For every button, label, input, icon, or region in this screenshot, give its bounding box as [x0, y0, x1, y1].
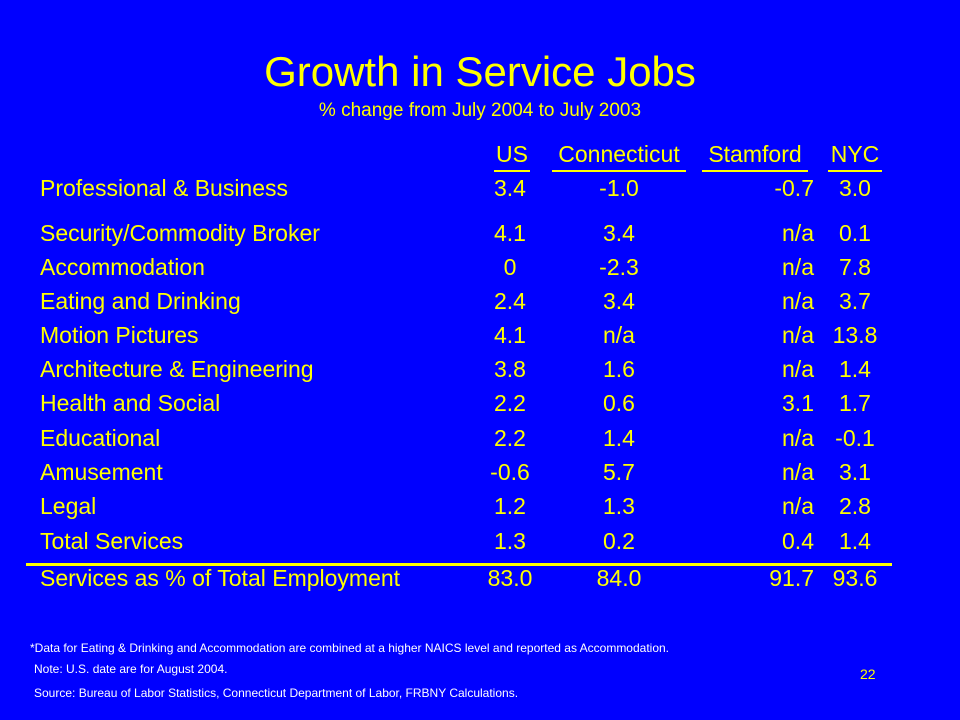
page-number: 22: [860, 666, 876, 682]
total-divider: [26, 563, 892, 566]
row-label: Amusement: [40, 459, 163, 485]
us-value: 3.8: [494, 356, 526, 382]
row-label: Eating and Drinking: [40, 288, 241, 314]
connecticut-value: -2.3: [599, 254, 639, 280]
nyc-value: 2.8: [839, 493, 871, 519]
row-label: Accommodation: [40, 254, 205, 280]
connecticut-value: 1.3: [603, 493, 635, 519]
stamford-value: 0.4: [782, 528, 814, 554]
table-row: Eating and Drinking 2.4 3.4 n/a 3.7: [0, 284, 960, 318]
slide-title: Growth in Service Jobs: [264, 48, 696, 95]
us-value: 1.3: [494, 528, 526, 554]
row-label: Educational: [40, 425, 161, 451]
nyc-value: 1.4: [839, 528, 871, 554]
nyc-value: 7.8: [839, 254, 871, 280]
us-value: 2.2: [494, 425, 526, 451]
table-row: Accommodation 0 -2.3 n/a 7.8: [0, 250, 960, 284]
us-value: 3.4: [494, 175, 526, 201]
stamford-value: n/a: [782, 220, 814, 246]
column-header-stamford: Stamford: [702, 138, 808, 172]
nyc-value: 1.4: [839, 356, 871, 382]
us-value: 4.1: [494, 322, 526, 348]
column-header-us: US: [494, 138, 530, 172]
column-header-connecticut: Connecticut: [552, 138, 686, 172]
source-note: Source: Bureau of Labor Statistics, Conn…: [34, 686, 519, 700]
nyc-value: 1.7: [839, 390, 871, 416]
connecticut-value: 5.7: [603, 459, 635, 485]
us-value: 2.4: [494, 288, 526, 314]
us-value: 0: [503, 254, 517, 280]
table-row: Professional & Business 3.4 -1.0 -0.7 3.0: [0, 171, 960, 205]
table-row: Educational 2.2 1.4 n/a -0.1: [0, 421, 960, 455]
connecticut-value: 84.0: [596, 565, 642, 591]
stamford-value: n/a: [782, 493, 814, 519]
nyc-value: -0.1: [835, 425, 875, 451]
table-row: Motion Pictures 4.1 n/a n/a 13.8: [0, 318, 960, 352]
connecticut-value: 1.4: [603, 425, 635, 451]
us-value: 4.1: [494, 220, 526, 246]
row-label: Services as % of Total Employment: [40, 565, 401, 591]
connecticut-value: 0.2: [603, 528, 635, 554]
footnote: *Data for Eating & Drinking and Accommod…: [30, 641, 670, 655]
row-label: Architecture & Engineering: [40, 356, 314, 382]
stamford-value: n/a: [782, 356, 814, 382]
row-label: Professional & Business: [40, 175, 289, 201]
table-row: Architecture & Engineering 3.8 1.6 n/a 1.4: [0, 352, 960, 386]
nyc-value: 13.8: [832, 322, 878, 348]
row-label: Motion Pictures: [40, 322, 199, 348]
us-value: 1.2: [494, 493, 526, 519]
table-row: Legal 1.2 1.3 n/a 2.8: [0, 489, 960, 523]
nyc-value: 3.7: [839, 288, 871, 314]
stamford-value: 3.1: [782, 390, 814, 416]
stamford-value: -0.7: [774, 175, 814, 201]
date-note: Note: U.S. date are for August 2004.: [34, 662, 228, 676]
nyc-value: 3.1: [839, 459, 871, 485]
stamford-value: n/a: [782, 322, 814, 348]
column-header-nyc: NYC: [828, 138, 882, 172]
us-value: 83.0: [487, 565, 533, 591]
stamford-value: n/a: [782, 459, 814, 485]
connecticut-value: 1.6: [603, 356, 635, 382]
table-row: Amusement -0.6 5.7 n/a 3.1: [0, 455, 960, 489]
us-value: -0.6: [490, 459, 530, 485]
table-row: Total Services 1.3 0.2 0.4 1.4: [0, 524, 960, 558]
us-value: 2.2: [494, 390, 526, 416]
nyc-value: 0.1: [839, 220, 871, 246]
row-label: Health and Social: [40, 390, 221, 416]
connecticut-value: 3.4: [603, 220, 635, 246]
connecticut-value: n/a: [603, 322, 635, 348]
table-row: Health and Social 2.2 0.6 3.1 1.7: [0, 386, 960, 420]
table-row: Security/Commodity Broker 4.1 3.4 n/a 0.1: [0, 216, 960, 250]
connecticut-value: 0.6: [603, 390, 635, 416]
stamford-value: n/a: [782, 254, 814, 280]
stamford-value: n/a: [782, 288, 814, 314]
connecticut-value: -1.0: [599, 175, 639, 201]
connecticut-value: 3.4: [603, 288, 635, 314]
table-row: Services as % of Total Employment 83.0 84.…: [0, 561, 960, 595]
nyc-value: 93.6: [832, 565, 878, 591]
stamford-value: n/a: [782, 425, 814, 451]
stamford-value: 91.7: [769, 565, 814, 591]
row-label: Security/Commodity Broker: [40, 220, 320, 246]
slide-subtitle: % change from July 2004 to July 2003: [318, 100, 642, 121]
nyc-value: 3.0: [839, 175, 871, 201]
row-label: Total Services: [40, 528, 184, 554]
row-label: Legal: [40, 493, 97, 519]
